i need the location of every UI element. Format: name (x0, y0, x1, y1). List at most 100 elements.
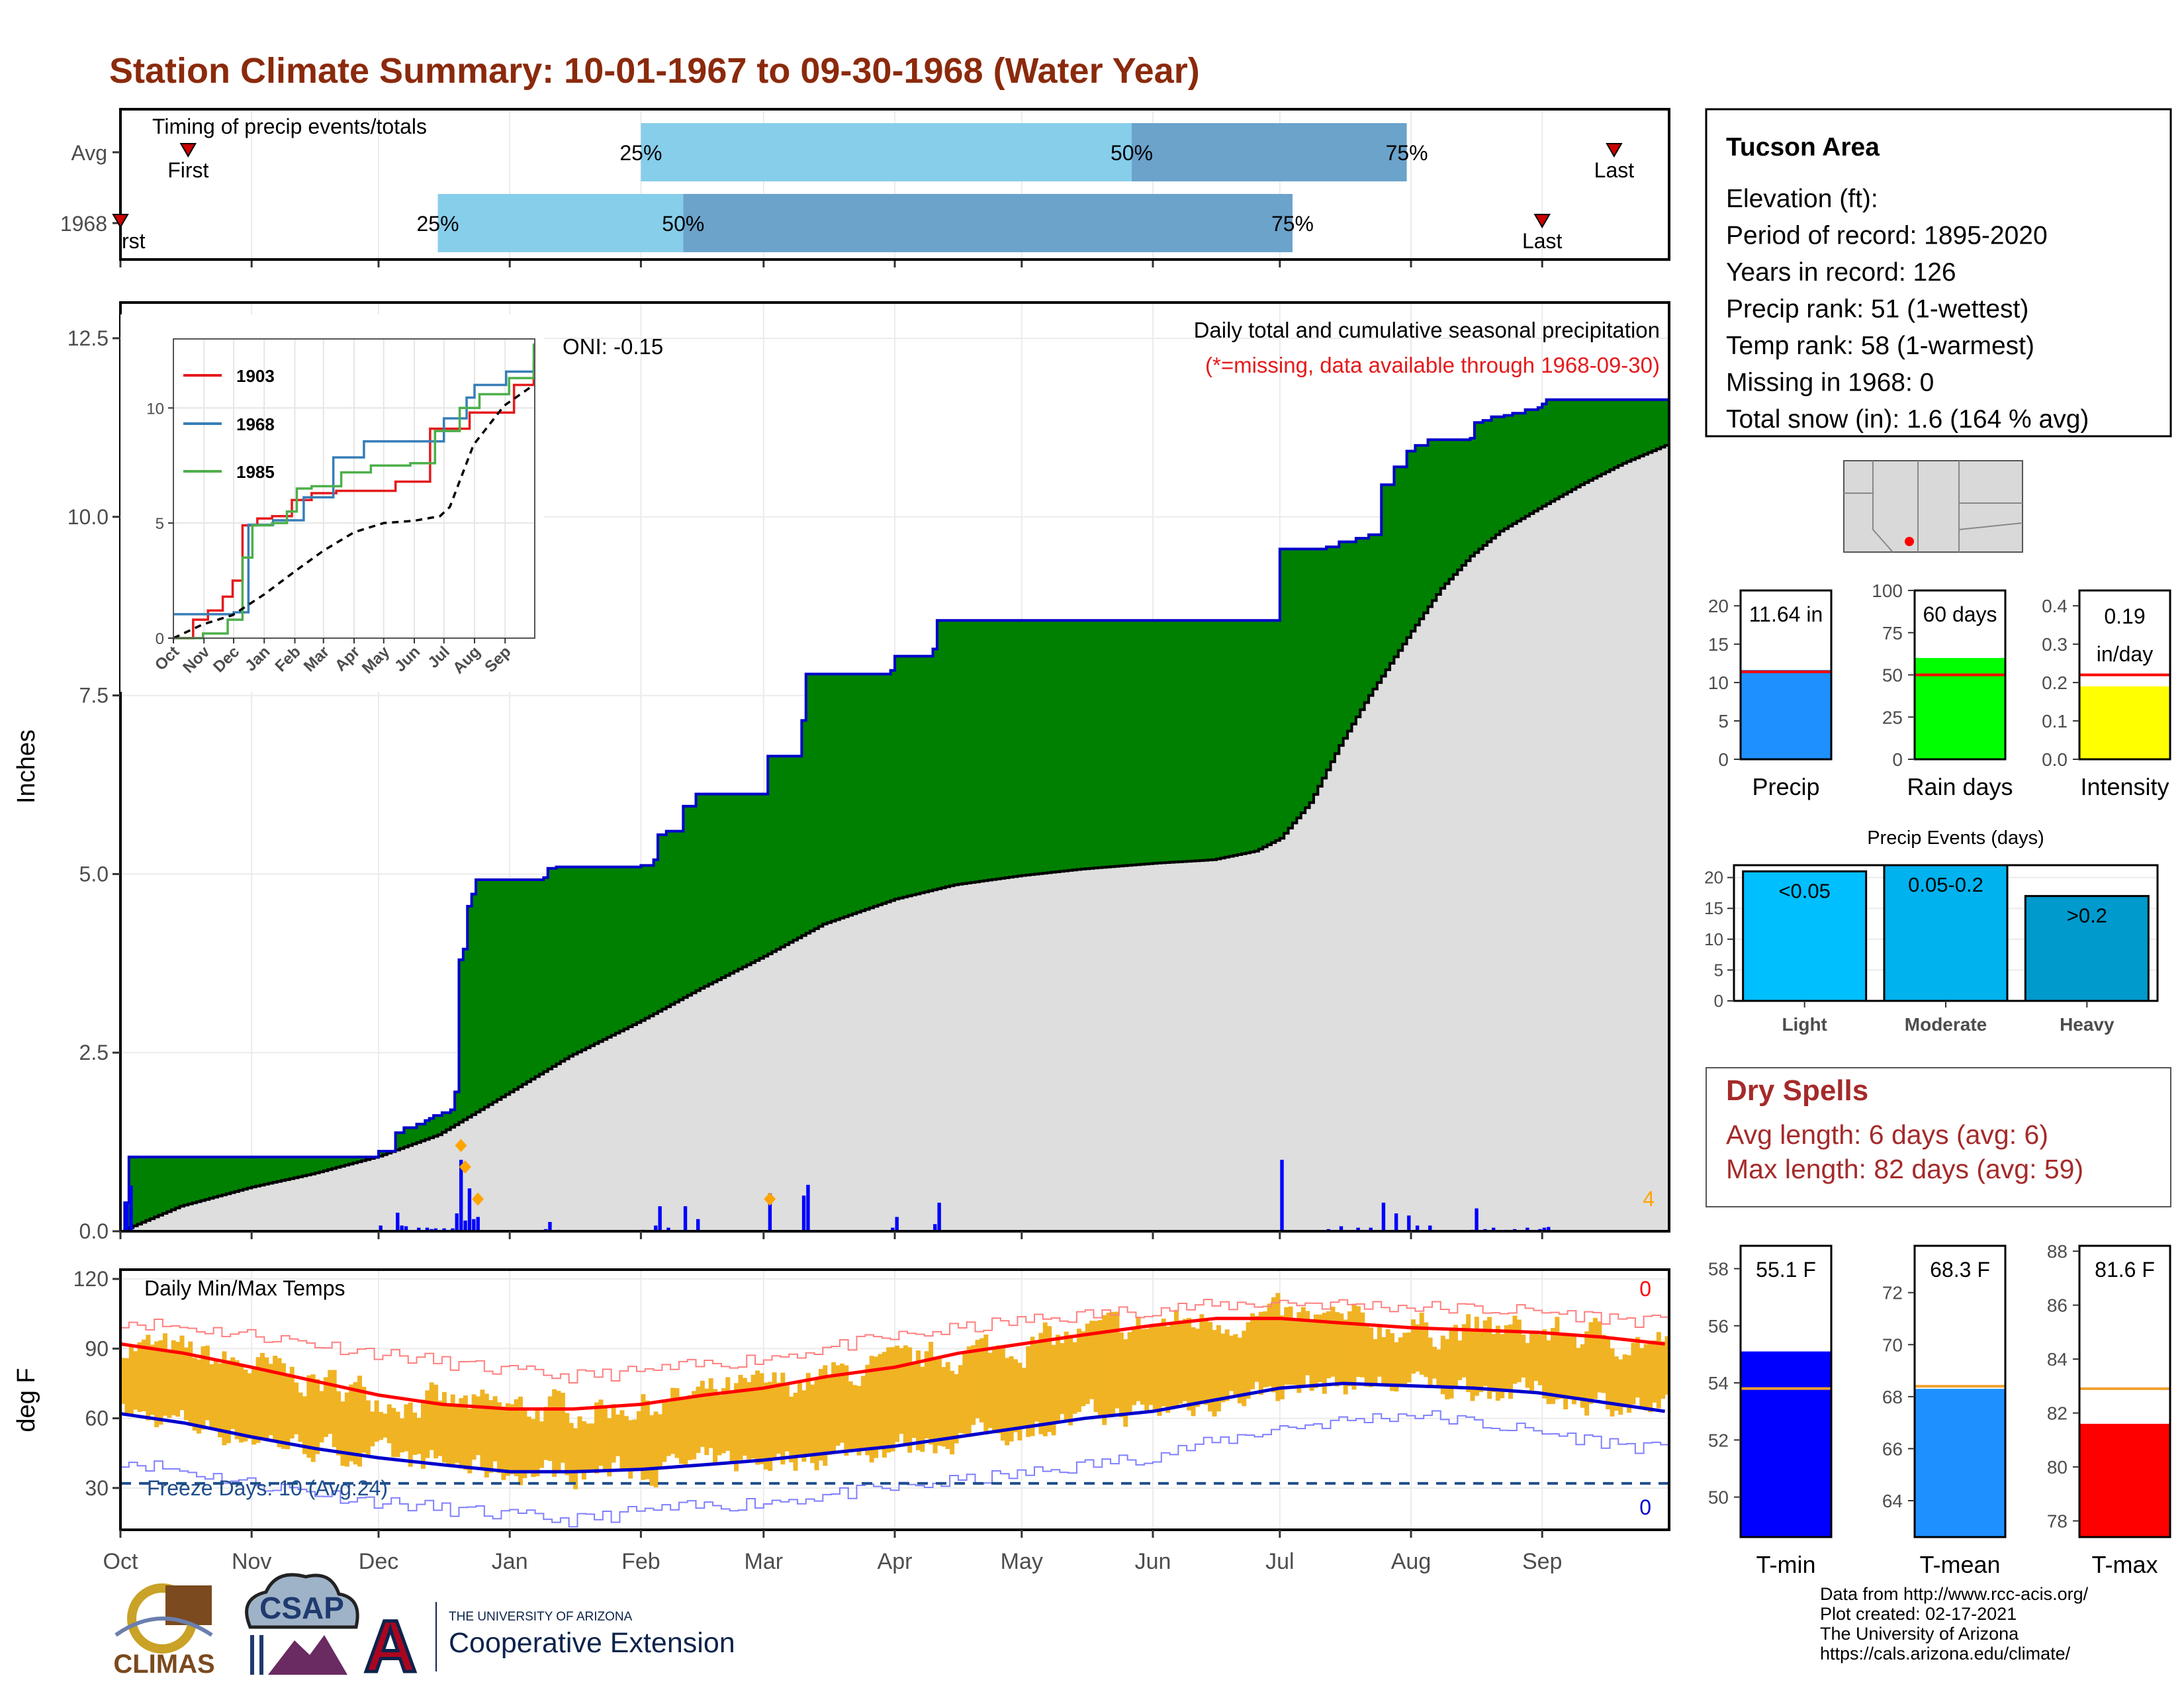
surplus-area (1584, 399, 1590, 483)
daily-temp-bar (471, 1394, 477, 1460)
surplus-area (1436, 440, 1441, 594)
daily-temp-bar (827, 1374, 832, 1455)
daily-temp-bar (1042, 1322, 1048, 1436)
daily-temp-bar (882, 1352, 887, 1458)
daily-precip-bar (1280, 1160, 1284, 1231)
daily-precip-bar (463, 1220, 467, 1231)
surplus-area (810, 674, 815, 931)
daily-temp-bar (729, 1391, 735, 1462)
surplus-area (805, 674, 811, 933)
intensity-panel-frame (2078, 589, 2171, 761)
surplus-area (1504, 415, 1509, 529)
surplus-area (259, 1156, 265, 1186)
surplus-area (285, 1156, 291, 1180)
inset-legend-label: 1968 (236, 414, 275, 434)
daily-temp-bar (619, 1410, 625, 1472)
daily-temp-bar (1542, 1329, 1547, 1399)
daily-temp-bar (302, 1396, 307, 1454)
surplus-area (412, 1127, 418, 1145)
daily-temp-bar (124, 1358, 130, 1416)
surplus-area (543, 877, 549, 1072)
daily-precip-bar (801, 1196, 806, 1231)
daily-temp-bar (1203, 1319, 1208, 1405)
inset-legend-label: 1903 (236, 366, 275, 386)
credit-line: Data from http://www.rcc-acis.org/ (1820, 1584, 2089, 1604)
credits-block: Data from http://www.rcc-acis.org/ Plot … (1820, 1584, 2177, 1664)
daily-precip-bar (696, 1219, 700, 1231)
daily-precip-bar (425, 1227, 430, 1231)
precip-y-tick-label: 12.5 (68, 326, 109, 350)
daily-temp-bar (1326, 1311, 1332, 1379)
daily-temp-bar (1495, 1325, 1500, 1401)
surplus-area (641, 865, 646, 1021)
tmean-panel-y-tick-label: 68 (1882, 1387, 1903, 1407)
daily-temp-bar (370, 1411, 375, 1446)
surplus-area (971, 620, 976, 883)
surplus-area (1521, 413, 1526, 519)
surplus-area (844, 674, 849, 917)
daily-precip-bar (1491, 1227, 1496, 1231)
tmean-panel-y-tick-label: 72 (1882, 1283, 1903, 1303)
daily-temp-bar (602, 1405, 608, 1470)
surplus-area (1305, 549, 1310, 808)
precip-total-panel-y-tick-label: 10 (1708, 673, 1729, 693)
daily-temp-bar (1457, 1340, 1463, 1380)
surplus-area (294, 1156, 299, 1178)
daily-temp-bar (387, 1404, 392, 1444)
daily-temp-bar (391, 1407, 396, 1458)
surplus-area (1597, 399, 1602, 477)
surplus-area (607, 867, 612, 1038)
surplus-area (1013, 620, 1019, 877)
surplus-area (1093, 620, 1099, 868)
precip-total-panel-y-tick-label: 20 (1708, 596, 1729, 616)
tmin-panel: 50 52 54 56 58 55.1 F T-min (1708, 1244, 1833, 1578)
surplus-area (146, 1156, 151, 1221)
daily-temp-bar (560, 1393, 565, 1463)
daily-temp-bar (209, 1364, 214, 1430)
daily-temp-bar (171, 1340, 176, 1416)
surplus-area (222, 1156, 227, 1196)
surplus-area (590, 867, 595, 1046)
surplus-area (535, 880, 540, 1077)
daily-temp-bar (831, 1362, 837, 1453)
surplus-area (1373, 534, 1378, 689)
surplus-area (547, 868, 553, 1069)
daily-temp-bar (526, 1417, 531, 1470)
surplus-area (471, 894, 477, 1115)
surplus-area (1385, 485, 1390, 670)
timing-bar-q2 (1132, 123, 1407, 181)
daily-temp-bar (1127, 1332, 1132, 1414)
daily-temp-bar (306, 1375, 312, 1458)
daily-temp-bar (476, 1396, 481, 1456)
surplus-area (1051, 620, 1056, 872)
surplus-area (1153, 620, 1158, 864)
surplus-area (1064, 620, 1069, 871)
surplus-area (975, 620, 980, 882)
daily-temp-bar (1529, 1333, 1535, 1392)
month-label: Jan (492, 1549, 528, 1574)
tmax-panel-y-tick-label: 86 (2047, 1295, 2068, 1316)
daily-temp-bar (979, 1338, 984, 1423)
surplus-area (1360, 538, 1365, 710)
daily-temp-bar (784, 1382, 790, 1452)
tmin-panel-y-tick-label: 58 (1708, 1259, 1729, 1280)
surplus-area (1187, 620, 1192, 862)
surplus-area (1656, 399, 1661, 449)
daily-temp-bar (1610, 1348, 1615, 1417)
first-event-marker (112, 214, 129, 228)
daily-temp-bar (1334, 1312, 1340, 1387)
daily-temp-bar (653, 1411, 659, 1487)
tmax-panel: 78 80 82 84 86 88 81.6 F T-max (2047, 1241, 2171, 1578)
daily-temp-bar (467, 1409, 473, 1474)
daily-temp-bar (1377, 1325, 1382, 1377)
daily-temp-bar (1250, 1313, 1255, 1389)
daily-temp-bar (1592, 1317, 1598, 1399)
precip-total-panel-bar (1741, 670, 1831, 759)
surplus-area (154, 1156, 159, 1217)
daily-temp-bar (412, 1412, 418, 1455)
surplus-area (1567, 399, 1572, 492)
surplus-area (670, 831, 676, 1005)
daily-temp-bar (484, 1393, 489, 1477)
surplus-area (213, 1156, 218, 1197)
surplus-area (577, 867, 582, 1053)
